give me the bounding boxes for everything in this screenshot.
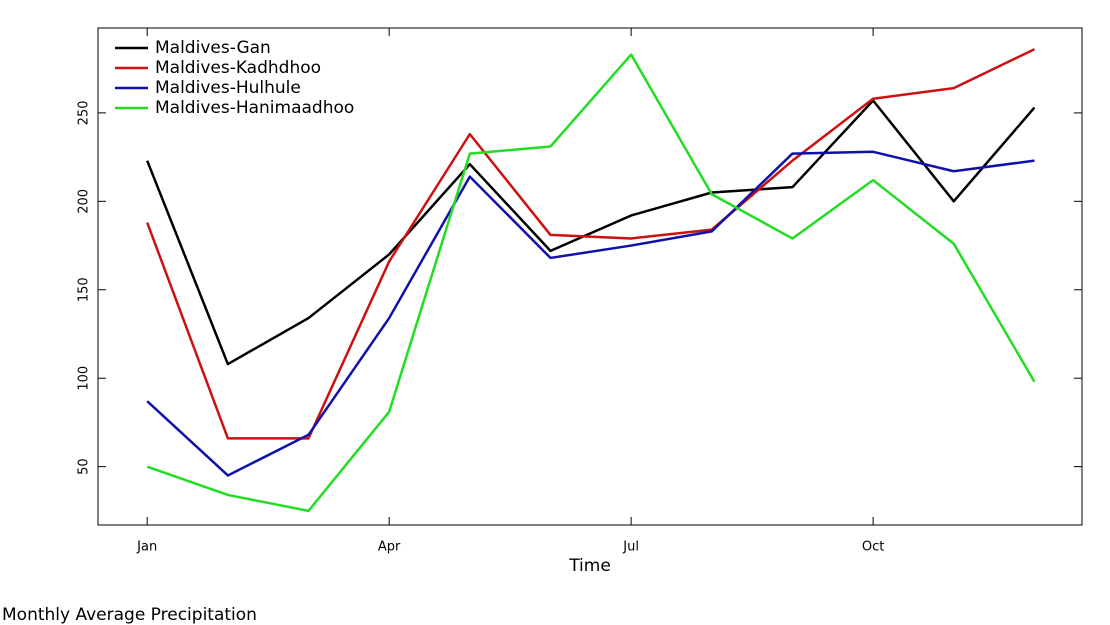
legend-label: Maldives-Hulhule: [155, 78, 301, 98]
x-tick-label: Oct: [862, 540, 884, 555]
legend-label: Maldives-Hanimaadhoo: [155, 98, 354, 118]
x-tick-label: Apr: [378, 540, 401, 555]
x-tick-label: Jul: [622, 540, 639, 555]
y-tick-label: 150: [77, 277, 92, 302]
series-line: [146, 150, 1035, 477]
y-tick-label: 250: [77, 100, 92, 125]
chart-title: Monthly Average Precipitation: [2, 605, 257, 625]
x-tick-label: Jan: [136, 540, 157, 555]
y-tick-label: 50: [77, 458, 92, 475]
y-tick-label: 200: [77, 189, 92, 214]
series-line: [146, 53, 1036, 513]
series-line: [146, 48, 1035, 440]
x-axis-label: Time: [568, 556, 611, 576]
legend-label: Maldives-Kadhdhoo: [155, 58, 321, 78]
plot-frame: [97, 27, 1083, 526]
series-line: [146, 99, 1036, 366]
y-tick-label: 100: [77, 366, 92, 391]
legend-label: Maldives-Gan: [155, 38, 271, 58]
